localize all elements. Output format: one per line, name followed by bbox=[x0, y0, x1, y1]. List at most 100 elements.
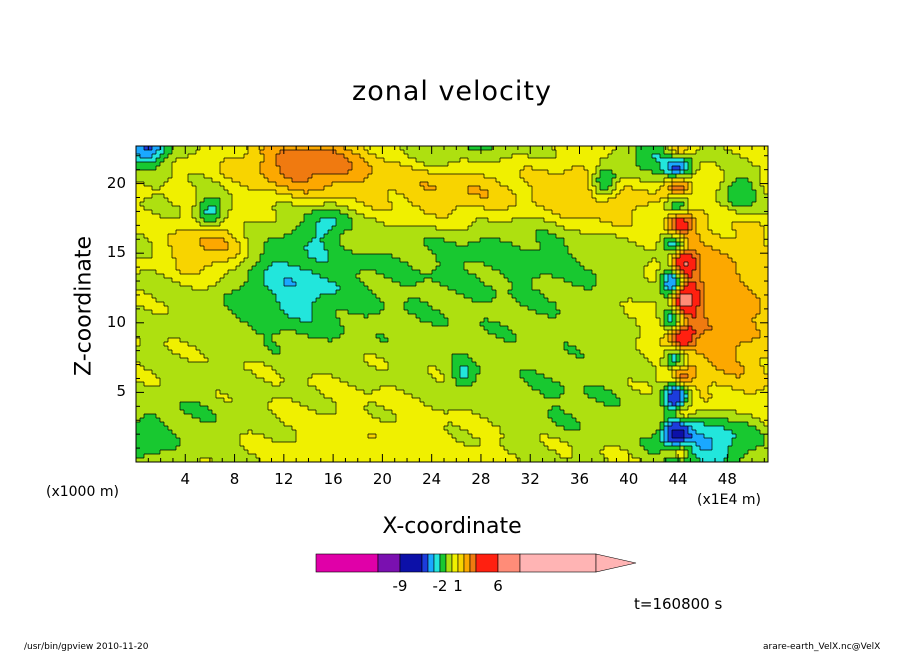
field-cell bbox=[404, 250, 409, 255]
field-cell bbox=[204, 246, 209, 251]
field-cell bbox=[384, 242, 389, 247]
field-cell bbox=[624, 182, 629, 187]
field-cell bbox=[388, 254, 393, 259]
field-cell bbox=[272, 150, 277, 155]
field-cell bbox=[352, 194, 357, 199]
field-cell bbox=[244, 270, 249, 275]
field-cell bbox=[396, 190, 401, 195]
field-cell bbox=[284, 254, 289, 259]
field-cell bbox=[588, 250, 593, 255]
field-cell bbox=[756, 214, 761, 219]
field-cell bbox=[616, 210, 621, 215]
field-cell bbox=[632, 222, 637, 227]
field-cell bbox=[652, 246, 657, 251]
field-cell bbox=[396, 242, 401, 247]
field-cell bbox=[168, 150, 173, 155]
field-cell bbox=[296, 270, 301, 275]
field-cell bbox=[764, 234, 768, 239]
field-cell bbox=[368, 270, 373, 275]
field-cell bbox=[536, 206, 541, 211]
field-cell bbox=[376, 166, 381, 171]
field-cell bbox=[760, 154, 765, 159]
field-cell bbox=[432, 158, 437, 163]
field-cell bbox=[496, 182, 501, 187]
field-cell bbox=[460, 202, 465, 207]
field-cell bbox=[352, 162, 357, 167]
field-cell bbox=[436, 158, 441, 163]
field-cell bbox=[652, 202, 657, 207]
field-cell bbox=[380, 178, 385, 183]
field-cell bbox=[288, 250, 293, 255]
field-cell bbox=[312, 190, 317, 195]
field-cell bbox=[632, 182, 637, 187]
field-cell bbox=[512, 174, 517, 179]
field-cell bbox=[424, 254, 429, 259]
field-cell bbox=[196, 250, 201, 255]
field-cell bbox=[304, 270, 309, 275]
field-cell bbox=[336, 206, 341, 211]
field-cell bbox=[388, 262, 393, 267]
field-cell bbox=[272, 146, 277, 151]
field-cell bbox=[196, 150, 201, 155]
field-cell bbox=[200, 222, 205, 227]
field-cell bbox=[700, 194, 705, 199]
field-cell bbox=[356, 186, 361, 191]
field-cell bbox=[464, 154, 469, 159]
field-cell bbox=[276, 266, 281, 271]
field-cell bbox=[752, 238, 757, 243]
field-cell bbox=[592, 234, 597, 239]
field-cell bbox=[524, 246, 529, 251]
field-cell bbox=[416, 198, 421, 203]
field-cell bbox=[356, 170, 361, 175]
field-cell bbox=[584, 266, 589, 271]
field-cell bbox=[180, 182, 185, 187]
field-cell bbox=[540, 194, 545, 199]
field-cell bbox=[228, 206, 233, 211]
field-cell bbox=[328, 258, 333, 263]
field-cell bbox=[380, 222, 385, 227]
field-cell bbox=[564, 194, 569, 199]
field-cell bbox=[424, 262, 429, 267]
field-cell bbox=[296, 210, 301, 215]
field-cell bbox=[232, 166, 237, 171]
field-cell bbox=[328, 214, 333, 219]
field-cell bbox=[464, 210, 469, 215]
field-cell bbox=[472, 266, 477, 271]
field-cell bbox=[136, 202, 141, 207]
field-cell bbox=[548, 254, 553, 259]
field-cell bbox=[636, 226, 641, 231]
field-cell bbox=[620, 194, 625, 199]
field-cell bbox=[652, 198, 657, 203]
field-cell bbox=[204, 198, 209, 203]
field-cell bbox=[196, 226, 201, 231]
field-cell bbox=[404, 162, 409, 167]
field-cell bbox=[596, 202, 601, 207]
field-cell bbox=[384, 266, 389, 271]
field-cell bbox=[276, 146, 281, 151]
field-cell bbox=[576, 146, 581, 151]
field-cell bbox=[392, 242, 397, 247]
field-cell bbox=[572, 146, 577, 151]
field-cell bbox=[520, 170, 525, 175]
field-cell bbox=[320, 146, 325, 151]
field-cell bbox=[184, 206, 189, 211]
field-cell bbox=[432, 194, 437, 199]
field-cell bbox=[500, 234, 505, 239]
field-cell bbox=[272, 262, 277, 267]
field-cell bbox=[592, 226, 597, 231]
field-cell bbox=[176, 214, 181, 219]
field-cell bbox=[304, 194, 309, 199]
field-cell bbox=[328, 170, 333, 175]
field-cell bbox=[224, 230, 229, 235]
field-cell bbox=[524, 146, 529, 151]
field-cell bbox=[284, 146, 289, 151]
field-cell bbox=[368, 234, 373, 239]
field-cell bbox=[752, 250, 757, 255]
field-cell bbox=[660, 166, 665, 171]
field-cell bbox=[724, 254, 729, 259]
field-cell bbox=[420, 226, 425, 231]
field-cell bbox=[360, 214, 365, 219]
field-cell bbox=[692, 218, 697, 223]
field-cell bbox=[344, 150, 349, 155]
field-cell bbox=[736, 218, 741, 223]
